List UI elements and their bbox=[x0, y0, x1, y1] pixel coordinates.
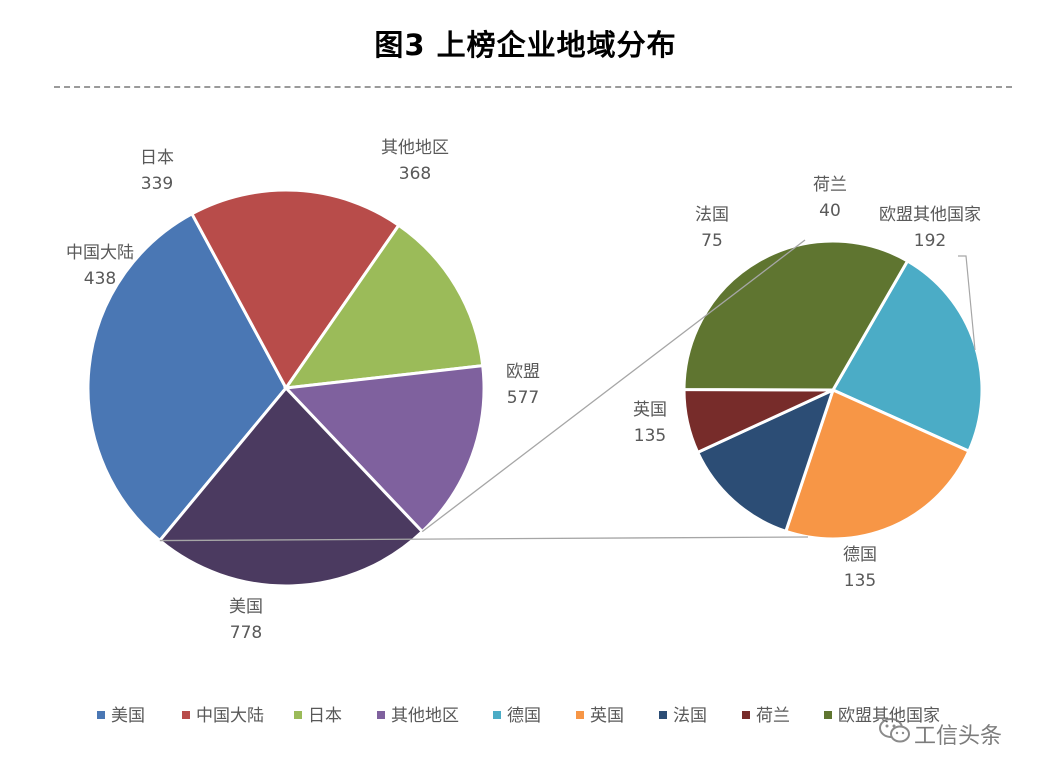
legend-label-0: 美国 bbox=[111, 706, 145, 726]
main-slice-1 bbox=[189, 188, 401, 391]
legend-label-5: 英国 bbox=[590, 706, 624, 726]
legend-swatch-3 bbox=[377, 711, 385, 719]
legend-swatch-6 bbox=[659, 711, 667, 719]
secondary-label-0-name: 德国 bbox=[843, 545, 877, 565]
main-slice-0 bbox=[86, 211, 288, 543]
legend-label-8: 欧盟其他国家 bbox=[838, 706, 940, 726]
main-label-2-value: 339 bbox=[141, 174, 173, 194]
legend-label-3: 其他地区 bbox=[391, 706, 459, 726]
legend-label-4: 德国 bbox=[507, 706, 541, 726]
legend-label-7: 荷兰 bbox=[756, 706, 790, 726]
main-label-3-name: 其他地区 bbox=[381, 138, 449, 158]
legend-swatch-1 bbox=[182, 711, 190, 719]
secondary-label-1-name: 英国 bbox=[633, 400, 667, 420]
main-slice-3 bbox=[282, 363, 486, 534]
secondary-label-4-name: 欧盟其他国家 bbox=[879, 205, 981, 225]
connector-line-top bbox=[421, 239, 806, 533]
secondary-slice-1 bbox=[783, 387, 971, 541]
main-slice-2 bbox=[282, 223, 485, 390]
secondary-label-3-name: 荷兰 bbox=[813, 175, 847, 195]
secondary-label-2-name: 法国 bbox=[695, 205, 729, 225]
secondary-label-2-value: 75 bbox=[701, 231, 723, 251]
legend-label-2: 日本 bbox=[308, 706, 342, 726]
main-label-4-name: 欧盟 bbox=[506, 362, 540, 382]
main-label-3-value: 368 bbox=[399, 164, 431, 184]
secondary-label-0-value: 135 bbox=[844, 571, 876, 591]
secondary-slice-4 bbox=[682, 239, 910, 392]
leader-line-eu-other bbox=[958, 255, 976, 351]
legend-swatch-0 bbox=[97, 711, 105, 719]
wechat-icon bbox=[879, 718, 910, 743]
legend-label-1: 中国大陆 bbox=[196, 706, 264, 726]
legend-swatch-2 bbox=[294, 711, 302, 719]
main-label-2-name: 日本 bbox=[140, 148, 174, 168]
main-label-1-value: 438 bbox=[84, 269, 116, 289]
main-slice-4 bbox=[157, 385, 425, 588]
secondary-label-4-value: 192 bbox=[914, 231, 946, 251]
main-label-1-name: 中国大陆 bbox=[66, 243, 134, 263]
legend-swatch-4 bbox=[493, 711, 501, 719]
chart-title: 图3 上榜企业地域分布 bbox=[374, 28, 677, 62]
secondary-label-3-value: 40 bbox=[819, 201, 841, 221]
watermark: 工信头条 bbox=[878, 712, 1038, 752]
main-label-4-value: 577 bbox=[507, 388, 539, 408]
legend-swatch-7 bbox=[742, 711, 750, 719]
title-divider bbox=[54, 86, 1012, 88]
legend-swatch-8 bbox=[824, 711, 832, 719]
secondary-label-1-value: 135 bbox=[634, 426, 666, 446]
legend-swatch-5 bbox=[576, 711, 584, 719]
legend-label-6: 法国 bbox=[673, 706, 707, 726]
watermark-text: 工信头条 bbox=[914, 724, 1003, 749]
secondary-slice-2 bbox=[695, 387, 836, 534]
connector-line-bottom bbox=[159, 536, 809, 542]
main-label-0-value: 778 bbox=[230, 623, 262, 643]
main-label-0-name: 美国 bbox=[229, 597, 263, 617]
